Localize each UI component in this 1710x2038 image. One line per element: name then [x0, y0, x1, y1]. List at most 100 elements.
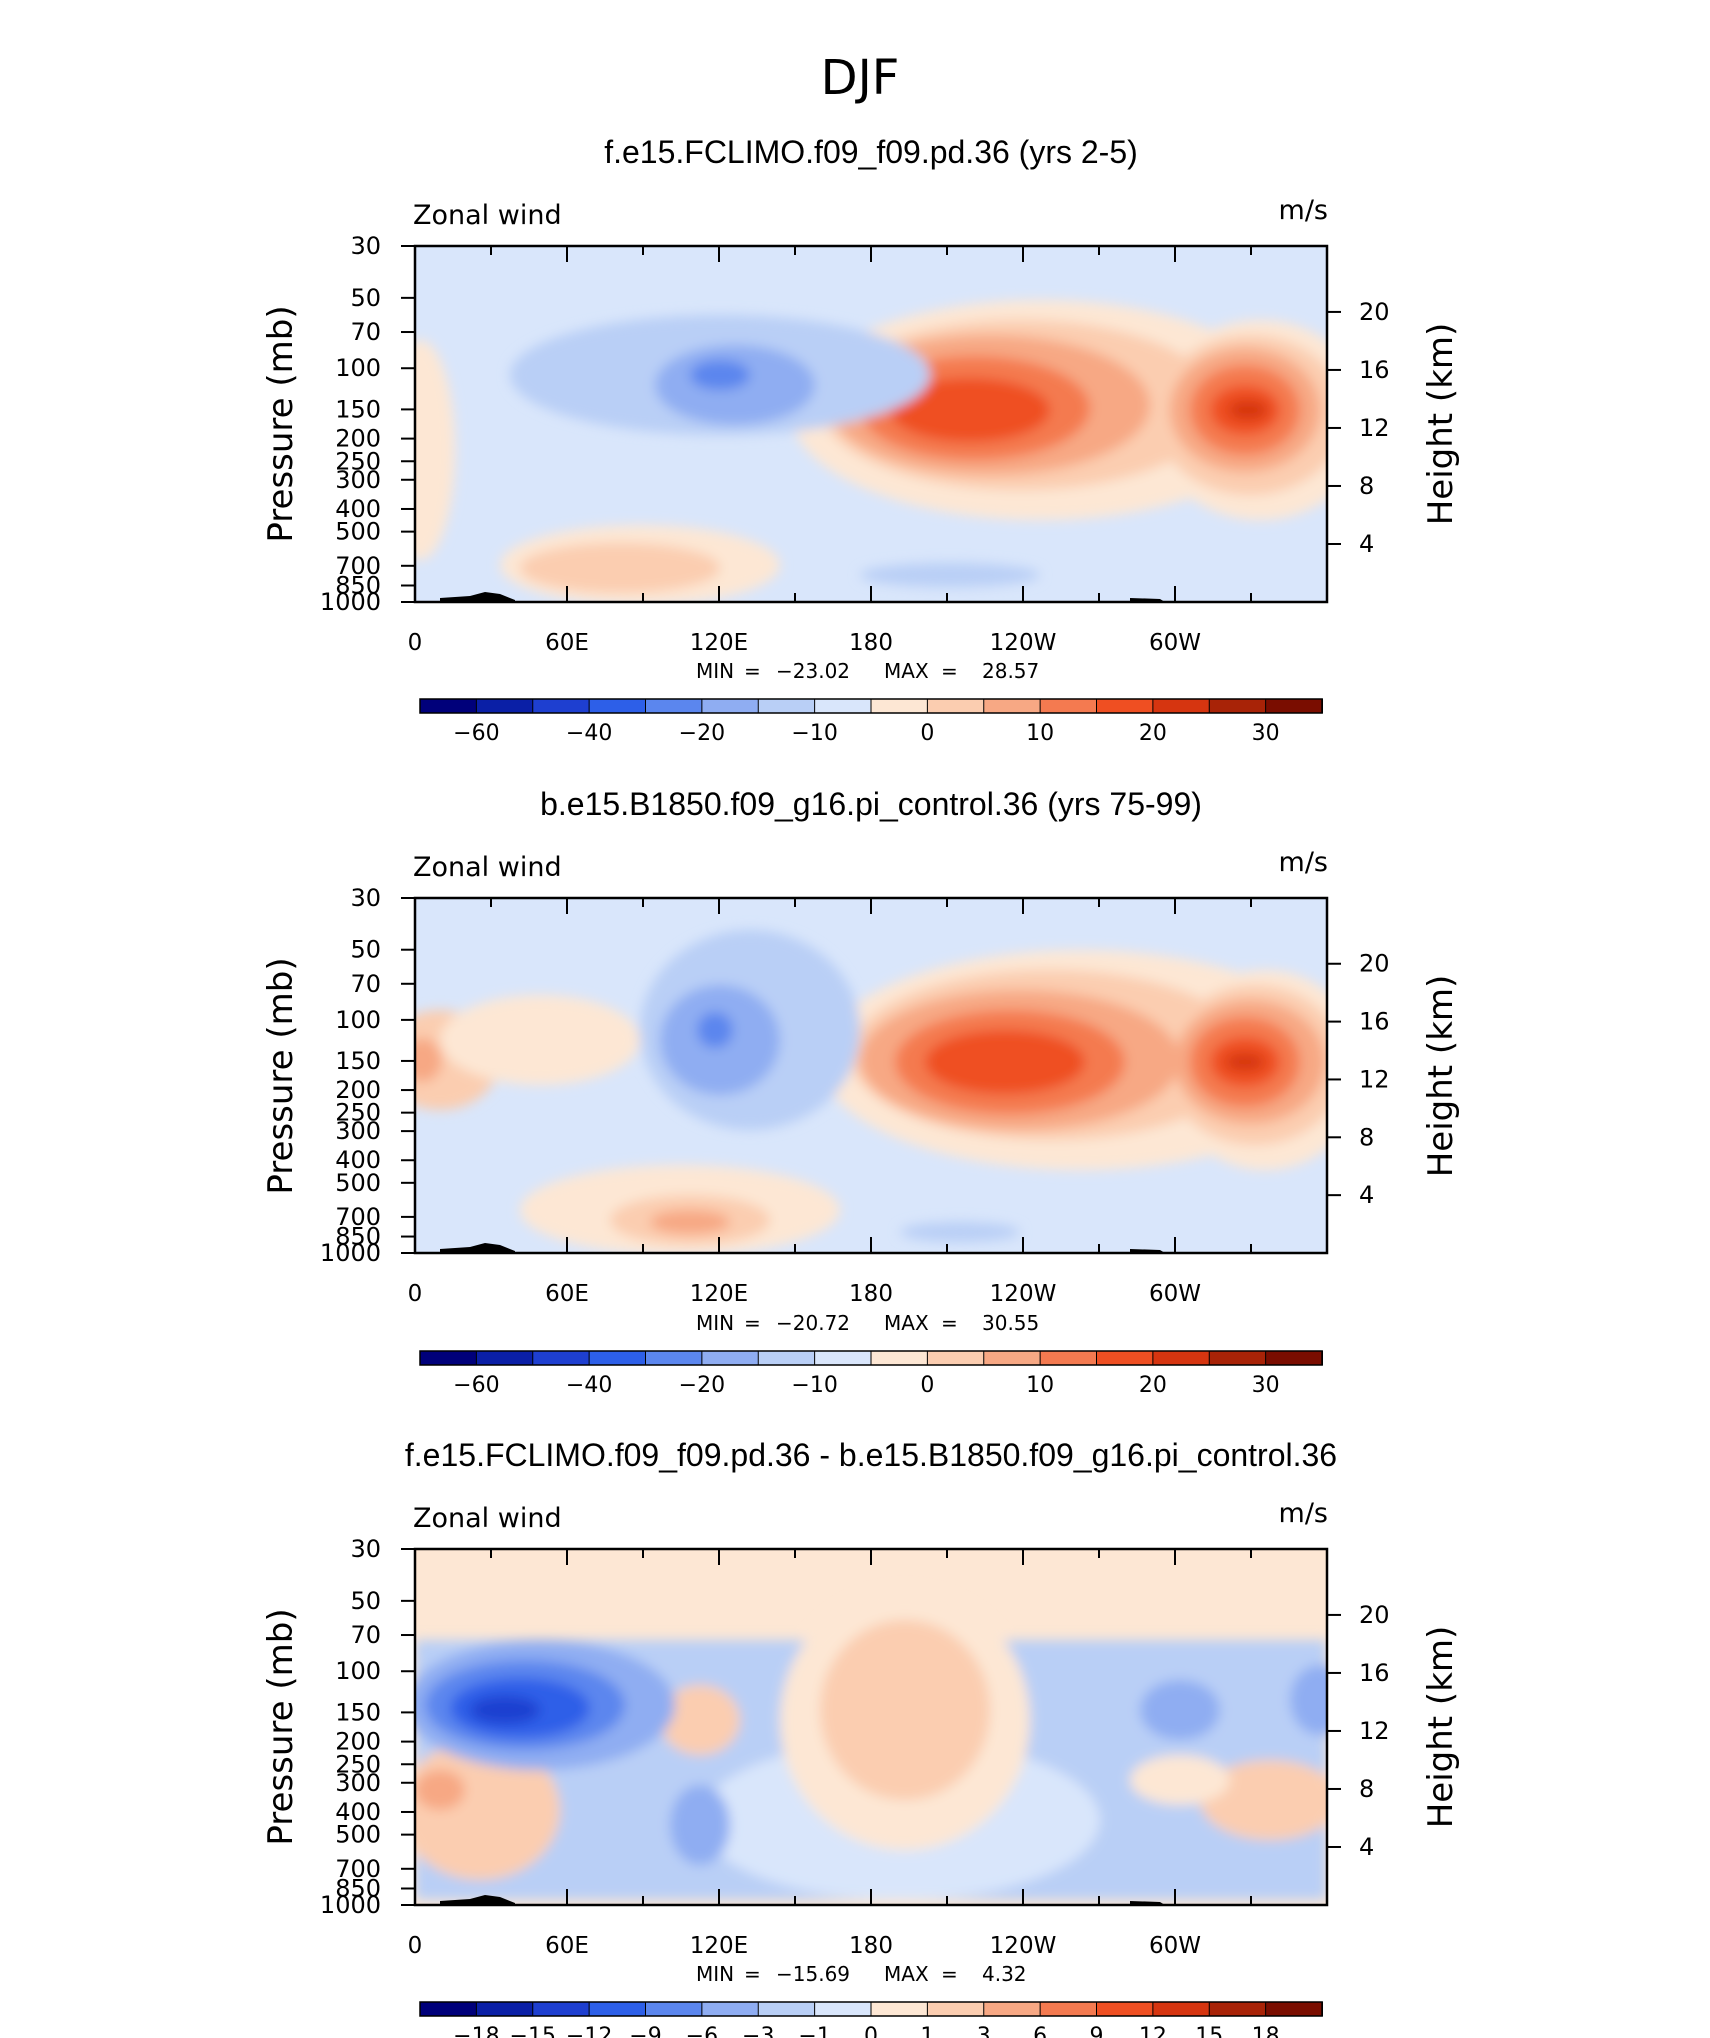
colorbar-label: −1	[798, 2024, 830, 2038]
y2-tick-label: 20	[1359, 950, 1390, 978]
panel-3-y2-ticks: 20 16 12 8 4	[1327, 1601, 1390, 1861]
colorbar-label: −12	[566, 2024, 612, 2038]
x-tick-label: 60E	[545, 1281, 589, 1307]
colorbar-box	[475, 1350, 534, 1366]
panel-1-colorbar: −60 −40 −20 −10 0 10 20 30	[419, 698, 1323, 746]
panel-2-max-equals: =	[941, 1311, 958, 1335]
y-tick-label: 300	[335, 1117, 381, 1145]
colorbar-box	[475, 2001, 534, 2017]
y2-tick-label: 16	[1359, 356, 1390, 384]
x-tick-label: 60W	[1149, 630, 1201, 656]
colorbar-box	[870, 698, 929, 714]
colorbar-box	[1265, 2001, 1323, 2017]
panel-2-lower-positive-core	[650, 1210, 730, 1234]
colorbar-label: 30	[1252, 1373, 1280, 1398]
panel-1-y2-ticks: 20 16 12 8 4	[1327, 298, 1390, 558]
y-tick-label: 70	[350, 1621, 381, 1649]
colorbar-box	[757, 698, 816, 714]
colorbar-label: −6	[686, 2024, 718, 2038]
x-tick-label: 0	[408, 630, 423, 656]
colorbar-box	[701, 698, 760, 714]
panel-1-units-label: m/s	[1279, 195, 1328, 226]
panel-3-min-equals: =	[744, 1962, 761, 1986]
x-tick-label: 60W	[1149, 1281, 1201, 1307]
colorbar-box	[588, 2001, 647, 2017]
panel-2-low-easterly	[900, 1222, 1020, 1242]
y2-tick-label: 20	[1359, 1601, 1390, 1629]
panel-1-title: f.e15.FCLIMO.f09_f09.pd.36 (yrs 2-5)	[604, 134, 1138, 170]
colorbar-frame	[419, 698, 1323, 714]
y-tick-label: 700	[335, 1203, 381, 1231]
panel-3-lower-left-positive-core	[415, 1770, 465, 1810]
y-tick-label: 250	[335, 447, 381, 475]
colorbar-label: −3	[742, 2024, 774, 2038]
colorbar-box	[419, 698, 478, 714]
colorbar-label: 18	[1252, 2024, 1280, 2038]
colorbar-label: 6	[1033, 2024, 1047, 2038]
y2-tick-label: 12	[1359, 414, 1390, 442]
colorbar-box	[757, 2001, 816, 2017]
colorbar-label: −18	[453, 2024, 499, 2038]
colorbar-label: 20	[1139, 1373, 1167, 1398]
colorbar-box	[1039, 698, 1098, 714]
panel-1-x-ticks: 0 60E 120E 180 120W 60W	[408, 246, 1328, 656]
y-tick-label: 100	[335, 354, 381, 382]
panel-2-variable-label: Zonal wind	[413, 852, 562, 883]
colorbar-label: −20	[679, 721, 725, 746]
x-tick-label: 120W	[990, 1933, 1057, 1959]
panel-3-min-label: MIN	[696, 1962, 734, 1986]
panel-2-ylabel: Pressure (mb)	[261, 957, 301, 1194]
panel-2-min-value: −20.72	[776, 1311, 850, 1335]
y-tick-label: 200	[335, 425, 381, 453]
colorbar-box	[926, 2001, 985, 2017]
panel-3-min-value: −15.69	[776, 1962, 850, 1986]
panel-3-mid-positive	[1130, 1755, 1230, 1805]
panel-2-x-ticks: 0 60E 120E 180 120W 60W	[408, 898, 1328, 1307]
panel-2: b.e15.B1850.f09_g16.pi_control.36 (yrs 7…	[261, 786, 1461, 1398]
panel-3-edge-negative	[1290, 1665, 1327, 1735]
y-tick-label: 500	[335, 1169, 381, 1197]
colorbar-label: 1	[920, 2024, 934, 2038]
panel-3-max-value: 4.32	[982, 1962, 1027, 1986]
colorbar-box	[983, 1350, 1042, 1366]
panel-2-y2-ticks: 20 16 12 8 4	[1327, 950, 1390, 1209]
y2-tick-label: 12	[1359, 1065, 1390, 1093]
y-tick-label: 400	[335, 1146, 381, 1174]
panel-1-plot-area	[415, 246, 1327, 602]
panel-1-max-label: MAX	[884, 659, 929, 683]
panel-3-ylabel2: Height (km)	[1421, 1626, 1461, 1829]
panel-2-jet-east-core	[1225, 1053, 1265, 1071]
panel-1-min-value: −23.02	[776, 659, 850, 683]
figure-title: DJF	[821, 50, 900, 106]
panel-2-left-positive-core	[415, 1038, 442, 1082]
panel-3-lower-right-positive	[1200, 1760, 1327, 1840]
panel-3-units-label: m/s	[1279, 1498, 1328, 1529]
colorbar-box	[1039, 2001, 1098, 2017]
panel-2-units-label: m/s	[1279, 847, 1328, 878]
y-tick-label: 400	[335, 495, 381, 523]
x-tick-label: 120E	[690, 630, 748, 656]
colorbar-box	[645, 2001, 703, 2017]
panel-3-central-positive-l2	[820, 1620, 990, 1800]
colorbar-label: −60	[453, 1373, 499, 1398]
y-tick-label: 1000	[320, 1239, 381, 1267]
panel-1-low-easterly	[860, 563, 1040, 587]
colorbar-box	[1152, 1350, 1211, 1366]
panel-2-max-label: MAX	[884, 1311, 929, 1335]
x-tick-label: 120E	[690, 1933, 748, 1959]
y-tick-label: 200	[335, 1076, 381, 1104]
colorbar-box	[1265, 698, 1323, 714]
colorbar-box	[588, 1350, 647, 1366]
colorbar-label: 9	[1090, 2024, 1104, 2038]
y-tick-label: 70	[350, 318, 381, 346]
panel-1-max-value: 28.57	[982, 659, 1039, 683]
colorbar-box	[870, 1350, 929, 1366]
panel-1-ylabel2: Height (km)	[1421, 323, 1461, 526]
colorbar-box	[1265, 1350, 1323, 1366]
y-tick-label: 30	[350, 884, 381, 912]
panel-2-easterly-core	[697, 1012, 733, 1048]
colorbar-label: −60	[453, 721, 499, 746]
colorbar-label: −10	[791, 721, 837, 746]
